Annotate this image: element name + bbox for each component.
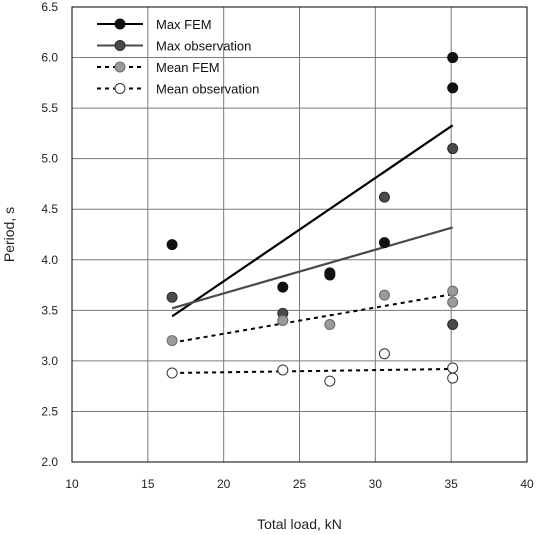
- data-point: [324, 269, 336, 281]
- y-axis-title: Period, s: [1, 207, 17, 262]
- legend-marker: [114, 18, 126, 30]
- data-point: [447, 52, 459, 64]
- data-point: [277, 281, 289, 293]
- data-point: [324, 375, 336, 387]
- y-tick-label: 5.0: [41, 152, 58, 166]
- legend-item: Max FEM: [97, 17, 212, 32]
- legend-marker: [114, 83, 126, 94]
- legend: Max FEM Max observation Mean FEM Mean obser…: [97, 17, 259, 97]
- data-point: [324, 318, 336, 330]
- data-point: [166, 291, 178, 303]
- trend-line: [171, 124, 454, 318]
- data-point: [166, 239, 178, 251]
- legend-label: Mean observation: [156, 82, 259, 97]
- y-tick-label: 2.0: [41, 455, 58, 469]
- y-tick-label: 4.5: [41, 202, 58, 216]
- y-tick-label: 2.5: [41, 404, 58, 418]
- legend-label: Max FEM: [156, 17, 212, 32]
- y-tick-label: 3.0: [41, 354, 58, 368]
- legend-label: Max observation: [156, 39, 251, 54]
- data-points: [166, 52, 459, 387]
- x-tick-label: 25: [293, 477, 307, 491]
- trend-line: [171, 226, 453, 310]
- data-point: [166, 335, 178, 347]
- x-axis-title: Total load, kN: [257, 516, 342, 532]
- x-tick-label: 35: [444, 477, 458, 491]
- tick-labels: 10 15 20 25 30 35 40 2.0 2.5 3.0 3.5 4.0 4.5 5.0 5.5 6.…: [41, 0, 534, 491]
- y-tick-label: 5.5: [41, 101, 58, 115]
- x-tick-label: 40: [520, 477, 534, 491]
- data-point: [277, 314, 289, 326]
- y-tick-label: 6.5: [41, 0, 58, 14]
- data-point: [447, 362, 459, 374]
- x-tick-label: 20: [217, 477, 231, 491]
- plot-frame: [71, 6, 528, 463]
- y-tick-label: 4.0: [41, 253, 58, 267]
- legend-item: Mean FEM: [97, 60, 220, 75]
- x-tick-label: 15: [141, 477, 155, 491]
- legend-label: Mean FEM: [156, 60, 220, 75]
- data-point: [378, 237, 390, 249]
- data-point: [166, 367, 178, 379]
- x-tick-label: 10: [65, 477, 79, 491]
- legend-item: Mean observation: [97, 82, 259, 97]
- y-tick-label: 6.0: [41, 51, 58, 65]
- legend-marker: [114, 61, 126, 73]
- legend-marker: [114, 40, 126, 51]
- trend-lines: [171, 124, 454, 375]
- data-point: [378, 289, 390, 301]
- data-point: [378, 348, 390, 360]
- data-point: [447, 318, 459, 330]
- data-point: [447, 372, 459, 384]
- data-point: [447, 296, 459, 308]
- data-point: [447, 82, 459, 94]
- x-tick-label: 30: [369, 477, 383, 491]
- data-point: [447, 285, 459, 297]
- data-point: [277, 364, 289, 376]
- data-point: [378, 191, 390, 203]
- legend-item: Max observation: [97, 39, 251, 54]
- y-tick-label: 3.5: [41, 303, 58, 317]
- trend-line: [172, 367, 453, 375]
- data-point: [447, 143, 459, 155]
